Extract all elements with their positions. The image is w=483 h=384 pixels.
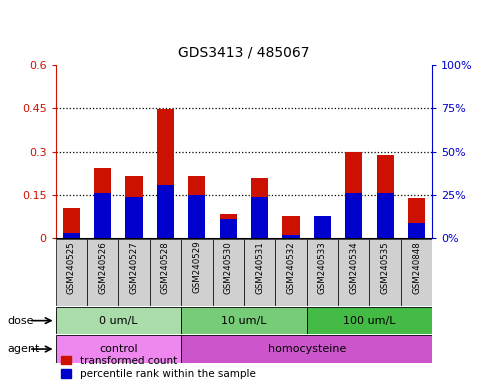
Bar bbox=[181, 335, 432, 363]
Text: dose: dose bbox=[7, 316, 34, 326]
Bar bbox=[220, 214, 237, 238]
Text: 10 um/L: 10 um/L bbox=[221, 316, 267, 326]
Bar bbox=[408, 198, 425, 238]
Bar bbox=[181, 307, 307, 334]
Bar bbox=[314, 219, 331, 238]
Text: GSM240532: GSM240532 bbox=[286, 241, 296, 294]
Bar bbox=[87, 239, 118, 306]
Bar bbox=[377, 154, 394, 238]
Bar bbox=[63, 208, 80, 238]
Text: agent: agent bbox=[7, 344, 40, 354]
Bar bbox=[408, 223, 425, 238]
Text: GSM240525: GSM240525 bbox=[67, 241, 76, 294]
Text: GSM240535: GSM240535 bbox=[381, 241, 390, 294]
Bar bbox=[56, 307, 181, 334]
Text: GSM240531: GSM240531 bbox=[255, 241, 264, 294]
Bar bbox=[94, 193, 111, 238]
Text: 0 um/L: 0 um/L bbox=[99, 316, 138, 326]
Bar bbox=[338, 239, 369, 306]
Text: GSM240528: GSM240528 bbox=[161, 241, 170, 294]
Bar bbox=[251, 197, 268, 238]
Title: GDS3413 / 485067: GDS3413 / 485067 bbox=[178, 46, 310, 60]
Bar bbox=[220, 219, 237, 238]
Bar bbox=[188, 176, 205, 238]
Bar bbox=[157, 109, 174, 238]
Bar bbox=[56, 239, 87, 306]
Bar bbox=[63, 233, 80, 238]
Bar bbox=[126, 176, 142, 238]
Bar bbox=[275, 239, 307, 306]
Bar bbox=[283, 235, 299, 238]
Bar bbox=[181, 239, 213, 306]
Bar bbox=[150, 239, 181, 306]
Text: homocysteine: homocysteine bbox=[268, 344, 346, 354]
Bar bbox=[283, 217, 299, 238]
Text: GSM240530: GSM240530 bbox=[224, 241, 233, 294]
Text: GSM240848: GSM240848 bbox=[412, 241, 421, 294]
Bar bbox=[126, 197, 142, 238]
Text: GSM240527: GSM240527 bbox=[129, 241, 139, 294]
Legend: transformed count, percentile rank within the sample: transformed count, percentile rank withi… bbox=[61, 356, 256, 379]
Bar bbox=[118, 239, 150, 306]
Bar bbox=[213, 239, 244, 306]
Text: 100 um/L: 100 um/L bbox=[343, 316, 396, 326]
Bar bbox=[94, 167, 111, 238]
Bar bbox=[188, 195, 205, 238]
Bar bbox=[56, 335, 181, 363]
Bar bbox=[369, 239, 401, 306]
Text: GSM240529: GSM240529 bbox=[192, 241, 201, 293]
Bar bbox=[345, 152, 362, 238]
Bar bbox=[157, 184, 174, 238]
Text: GSM240526: GSM240526 bbox=[98, 241, 107, 294]
Bar bbox=[345, 193, 362, 238]
Bar bbox=[307, 239, 338, 306]
Bar bbox=[251, 177, 268, 238]
Text: control: control bbox=[99, 344, 138, 354]
Bar bbox=[314, 216, 331, 238]
Bar bbox=[244, 239, 275, 306]
Bar bbox=[377, 193, 394, 238]
Bar bbox=[307, 307, 432, 334]
Text: GSM240534: GSM240534 bbox=[349, 241, 358, 294]
Text: GSM240533: GSM240533 bbox=[318, 241, 327, 294]
Bar bbox=[401, 239, 432, 306]
